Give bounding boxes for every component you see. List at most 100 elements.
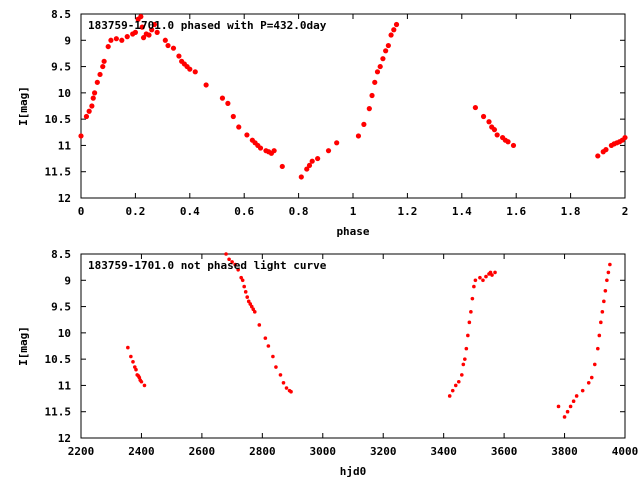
data-point: [219, 95, 226, 101]
x-tick-label: 0.2: [125, 205, 145, 218]
data-point: [124, 34, 130, 40]
y-axis-title: I[mag]: [17, 86, 30, 126]
y-tick-label: 11.5: [45, 166, 72, 179]
data-point: [176, 53, 182, 59]
data-point: [134, 367, 138, 372]
data-point: [236, 267, 240, 272]
x-tick-label: 2400: [128, 445, 155, 458]
plot-frame: [80, 253, 626, 439]
data-point: [105, 43, 111, 50]
axis-ticks: [80, 13, 626, 199]
data-point: [244, 132, 250, 138]
data-point: [245, 295, 250, 299]
data-point: [266, 344, 271, 348]
data-point: [271, 354, 275, 359]
data-point: [97, 71, 103, 78]
data-point: [92, 90, 98, 96]
phased-light-curve-panel: 0 0.2 0.4 0.6 0.8 1 1.2 1.4 1.6 1.8 2 8.5 9 9.5 10 10.…: [17, 8, 628, 238]
data-point: [203, 82, 209, 88]
data-point: [230, 260, 234, 264]
y-tick-label: 11.5: [45, 406, 72, 419]
data-point: [86, 108, 92, 114]
data-point: [580, 388, 585, 393]
data-point: [486, 119, 492, 125]
data-point: [271, 148, 277, 154]
data-point: [304, 166, 310, 172]
data-point: [461, 362, 466, 367]
data-point: [149, 27, 155, 33]
data-point: [565, 409, 570, 414]
data-point: [472, 104, 478, 111]
data-point: [325, 148, 332, 154]
data-point: [385, 42, 391, 49]
data-point: [165, 42, 171, 49]
y-tick-label: 9: [64, 274, 71, 287]
x-tick-labels: 0 0.2 0.4 0.6 0.8 1 1.2 1.4 1.6 1.8 2: [78, 205, 629, 218]
data-point: [236, 124, 242, 130]
data-point: [119, 37, 125, 43]
data-point: [597, 333, 602, 338]
data-point: [472, 284, 476, 289]
data-point: [606, 270, 611, 275]
data-point: [227, 257, 231, 262]
data-point: [154, 29, 160, 35]
x-tick-label: 2600: [189, 445, 216, 458]
data-point: [315, 155, 321, 162]
data-point: [473, 278, 478, 283]
x-tick-label: 3400: [430, 445, 457, 458]
data-point: [242, 284, 246, 289]
y-tick-label: 9.5: [51, 61, 71, 74]
x-axis-title: hjd0: [340, 465, 367, 478]
data-point: [131, 359, 135, 364]
x-tick-label: 0.8: [289, 205, 309, 218]
data-point: [453, 383, 458, 388]
data-point: [289, 389, 293, 394]
data-point: [568, 404, 573, 409]
data-point: [469, 310, 473, 314]
data-point: [494, 132, 500, 138]
x-tick-label: 1.8: [561, 205, 581, 218]
data-point: [491, 127, 498, 133]
data-point: [243, 290, 248, 294]
data-point: [139, 24, 145, 30]
x-tick-label: 3800: [551, 445, 578, 458]
data-point: [484, 274, 488, 279]
panel-title: 183759-1701.0 phased with P=432.0day: [88, 19, 327, 32]
data-point: [129, 354, 133, 359]
data-point: [126, 345, 130, 350]
data-point: [249, 304, 254, 309]
x-tick-label: 3000: [310, 445, 337, 458]
data-point: [366, 106, 372, 112]
data-point: [257, 323, 262, 327]
data-points: [78, 14, 628, 180]
data-point: [391, 27, 397, 33]
x-tick-label: 2200: [68, 445, 95, 458]
data-point: [605, 278, 609, 283]
data-point: [466, 333, 470, 338]
x-tick-label: 1.4: [452, 205, 472, 218]
x-axis-title: phase: [336, 225, 369, 238]
data-point: [279, 163, 285, 170]
data-point: [600, 310, 605, 314]
data-point: [380, 56, 386, 62]
data-point: [450, 388, 455, 393]
data-point: [187, 66, 193, 72]
data-point: [83, 113, 90, 120]
data-point: [488, 270, 493, 275]
data-point: [108, 37, 114, 43]
data-point: [281, 381, 286, 385]
x-tick-label: 1.6: [506, 205, 526, 218]
data-point: [369, 92, 375, 99]
data-point: [463, 357, 467, 361]
y-axis-title: I[mag]: [17, 326, 30, 366]
data-point: [596, 346, 600, 351]
data-point: [480, 113, 487, 120]
data-point: [94, 79, 100, 85]
data-point: [470, 296, 475, 301]
data-point: [78, 133, 84, 139]
data-point: [467, 320, 472, 325]
data-point: [571, 399, 576, 404]
data-point: [393, 21, 400, 28]
data-point: [556, 404, 561, 409]
y-tick-labels: 8.5 9 9.5 10 10.5 11 11.5 12: [45, 248, 72, 445]
